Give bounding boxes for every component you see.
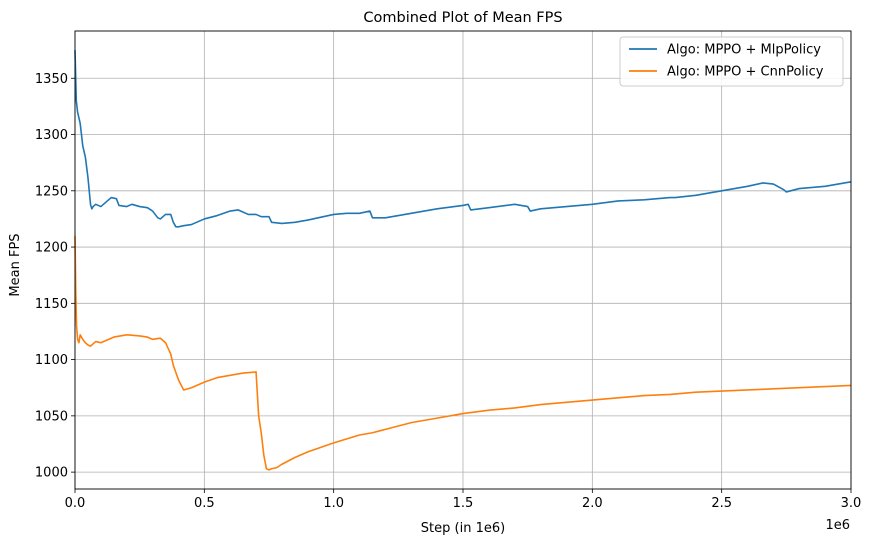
x-tick-label: 0.5	[194, 496, 215, 511]
legend-label-mlp: Algo: MPPO + MlpPolicy	[667, 43, 821, 58]
chart-title: Combined Plot of Mean FPS	[363, 10, 562, 26]
y-tick-label: 1000	[35, 466, 68, 481]
y-tick-label: 1350	[35, 72, 68, 87]
y-tick-label: 1150	[35, 297, 68, 312]
x-tick-label: 2.0	[582, 496, 603, 511]
grid-lines	[74, 31, 852, 489]
legend-box	[619, 36, 844, 87]
x-axis-label: Step (in 1e6)	[421, 521, 505, 536]
y-tick-label: 1300	[35, 128, 68, 143]
y-axis-ticks: 1000 1050 1100 1150 1200 1250 1300 1350	[35, 72, 75, 481]
x-axis-ticks: 0.0 0.5 1.0 1.5 2.0 2.5 3.0	[65, 489, 862, 511]
y-tick-label: 1200	[35, 241, 68, 256]
x-tick-label: 2.5	[711, 496, 732, 511]
y-axis-label: Mean FPS	[8, 233, 23, 296]
y-tick-label: 1250	[35, 184, 68, 199]
y-tick-label: 1100	[35, 353, 68, 368]
y-tick-label: 1050	[35, 409, 68, 424]
series-line-cnn	[74, 235, 852, 471]
series-layer	[74, 50, 852, 471]
x-axis-offset-label: 1e6	[825, 518, 850, 533]
legend-label-cnn: Algo: MPPO + CnnPolicy	[667, 65, 824, 80]
x-tick-label: 3.0	[841, 496, 862, 511]
series-line-mlp	[74, 50, 852, 228]
x-tick-label: 1.5	[453, 496, 474, 511]
legend: Algo: MPPO + MlpPolicy Algo: MPPO + CnnP…	[619, 36, 844, 87]
x-tick-label: 1.0	[323, 496, 344, 511]
x-tick-label: 0.0	[65, 496, 86, 511]
